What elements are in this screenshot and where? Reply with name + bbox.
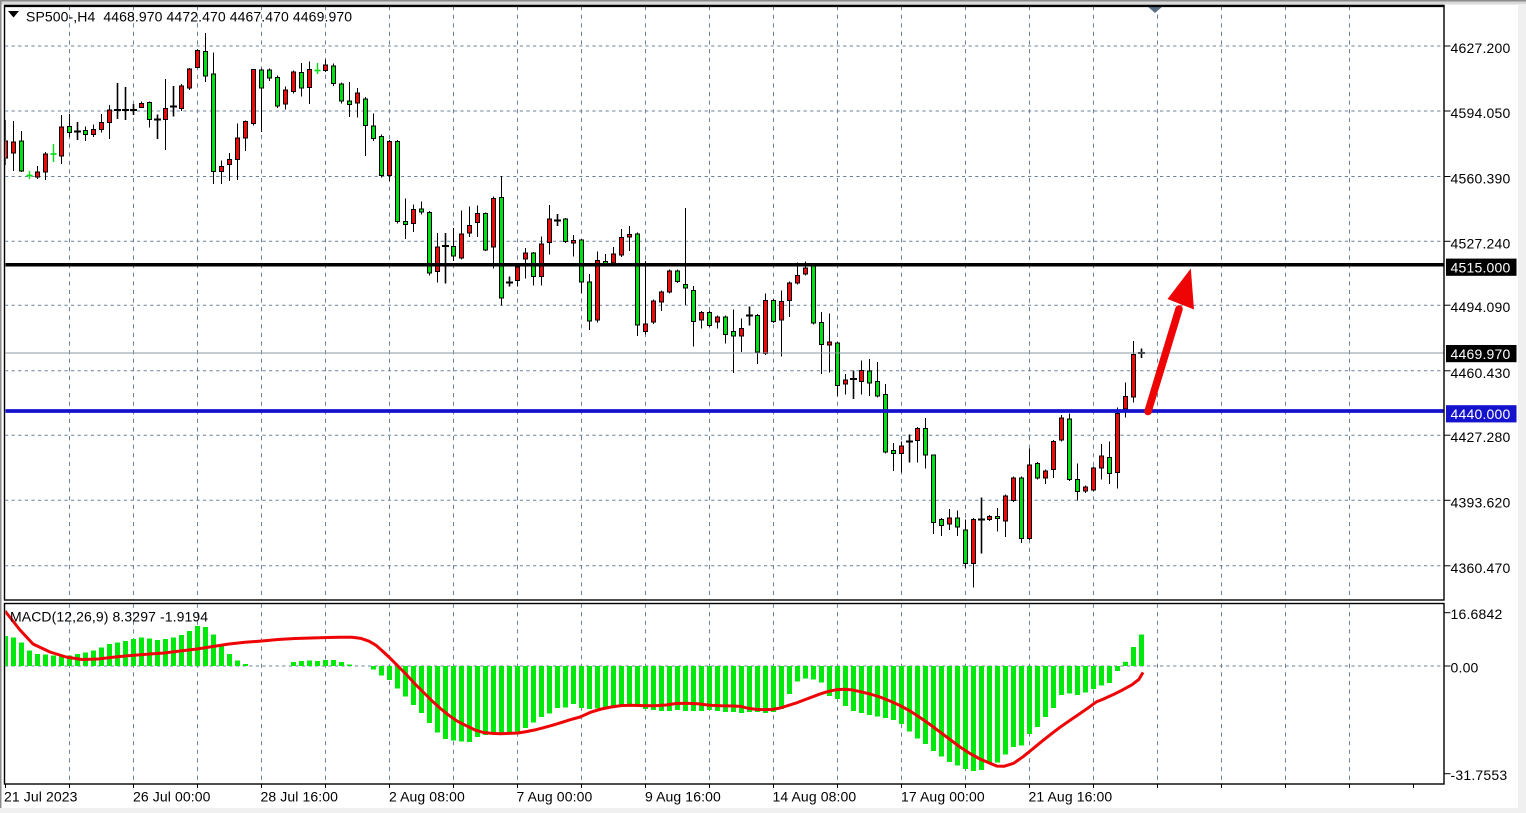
svg-text:21 Jul 2023: 21 Jul 2023 <box>4 789 78 805</box>
svg-text:0.00: 0.00 <box>1451 659 1479 675</box>
svg-text:7 Aug 00:00: 7 Aug 00:00 <box>517 789 593 805</box>
svg-text:28 Jul 16:00: 28 Jul 16:00 <box>261 789 339 805</box>
svg-text:14 Aug 08:00: 14 Aug 08:00 <box>773 789 857 805</box>
svg-text:4527.240: 4527.240 <box>1451 235 1511 251</box>
svg-text:9 Aug 16:00: 9 Aug 16:00 <box>645 789 721 805</box>
svg-text:4360.470: 4360.470 <box>1451 560 1511 576</box>
svg-text:2 Aug 08:00: 2 Aug 08:00 <box>389 789 465 805</box>
svg-text:4469.970: 4469.970 <box>1451 346 1511 362</box>
svg-text:4460.430: 4460.430 <box>1451 365 1511 381</box>
svg-text:4594.050: 4594.050 <box>1451 105 1511 121</box>
svg-text:4627.200: 4627.200 <box>1451 40 1511 56</box>
svg-text:MACD(12,26,9) 8.3297 -1.9194: MACD(12,26,9) 8.3297 -1.9194 <box>10 609 208 625</box>
svg-text:4494.090: 4494.090 <box>1451 299 1511 315</box>
svg-text:-31.7553: -31.7553 <box>1451 767 1508 783</box>
svg-text:4393.620: 4393.620 <box>1451 494 1511 510</box>
svg-text:17 Aug 00:00: 17 Aug 00:00 <box>901 789 985 805</box>
svg-text:4515.000: 4515.000 <box>1451 259 1511 275</box>
svg-text:16.6842: 16.6842 <box>1451 606 1503 622</box>
svg-text:SP500-,H4 4468.970 4472.470 4: SP500-,H4 4468.970 4472.470 4467.470 446… <box>26 9 352 25</box>
svg-text:21 Aug 16:00: 21 Aug 16:00 <box>1029 789 1113 805</box>
svg-text:4440.000: 4440.000 <box>1451 406 1511 422</box>
svg-text:4427.280: 4427.280 <box>1451 429 1511 445</box>
svg-text:26 Jul 00:00: 26 Jul 00:00 <box>133 789 211 805</box>
svg-text:4560.390: 4560.390 <box>1451 171 1511 187</box>
